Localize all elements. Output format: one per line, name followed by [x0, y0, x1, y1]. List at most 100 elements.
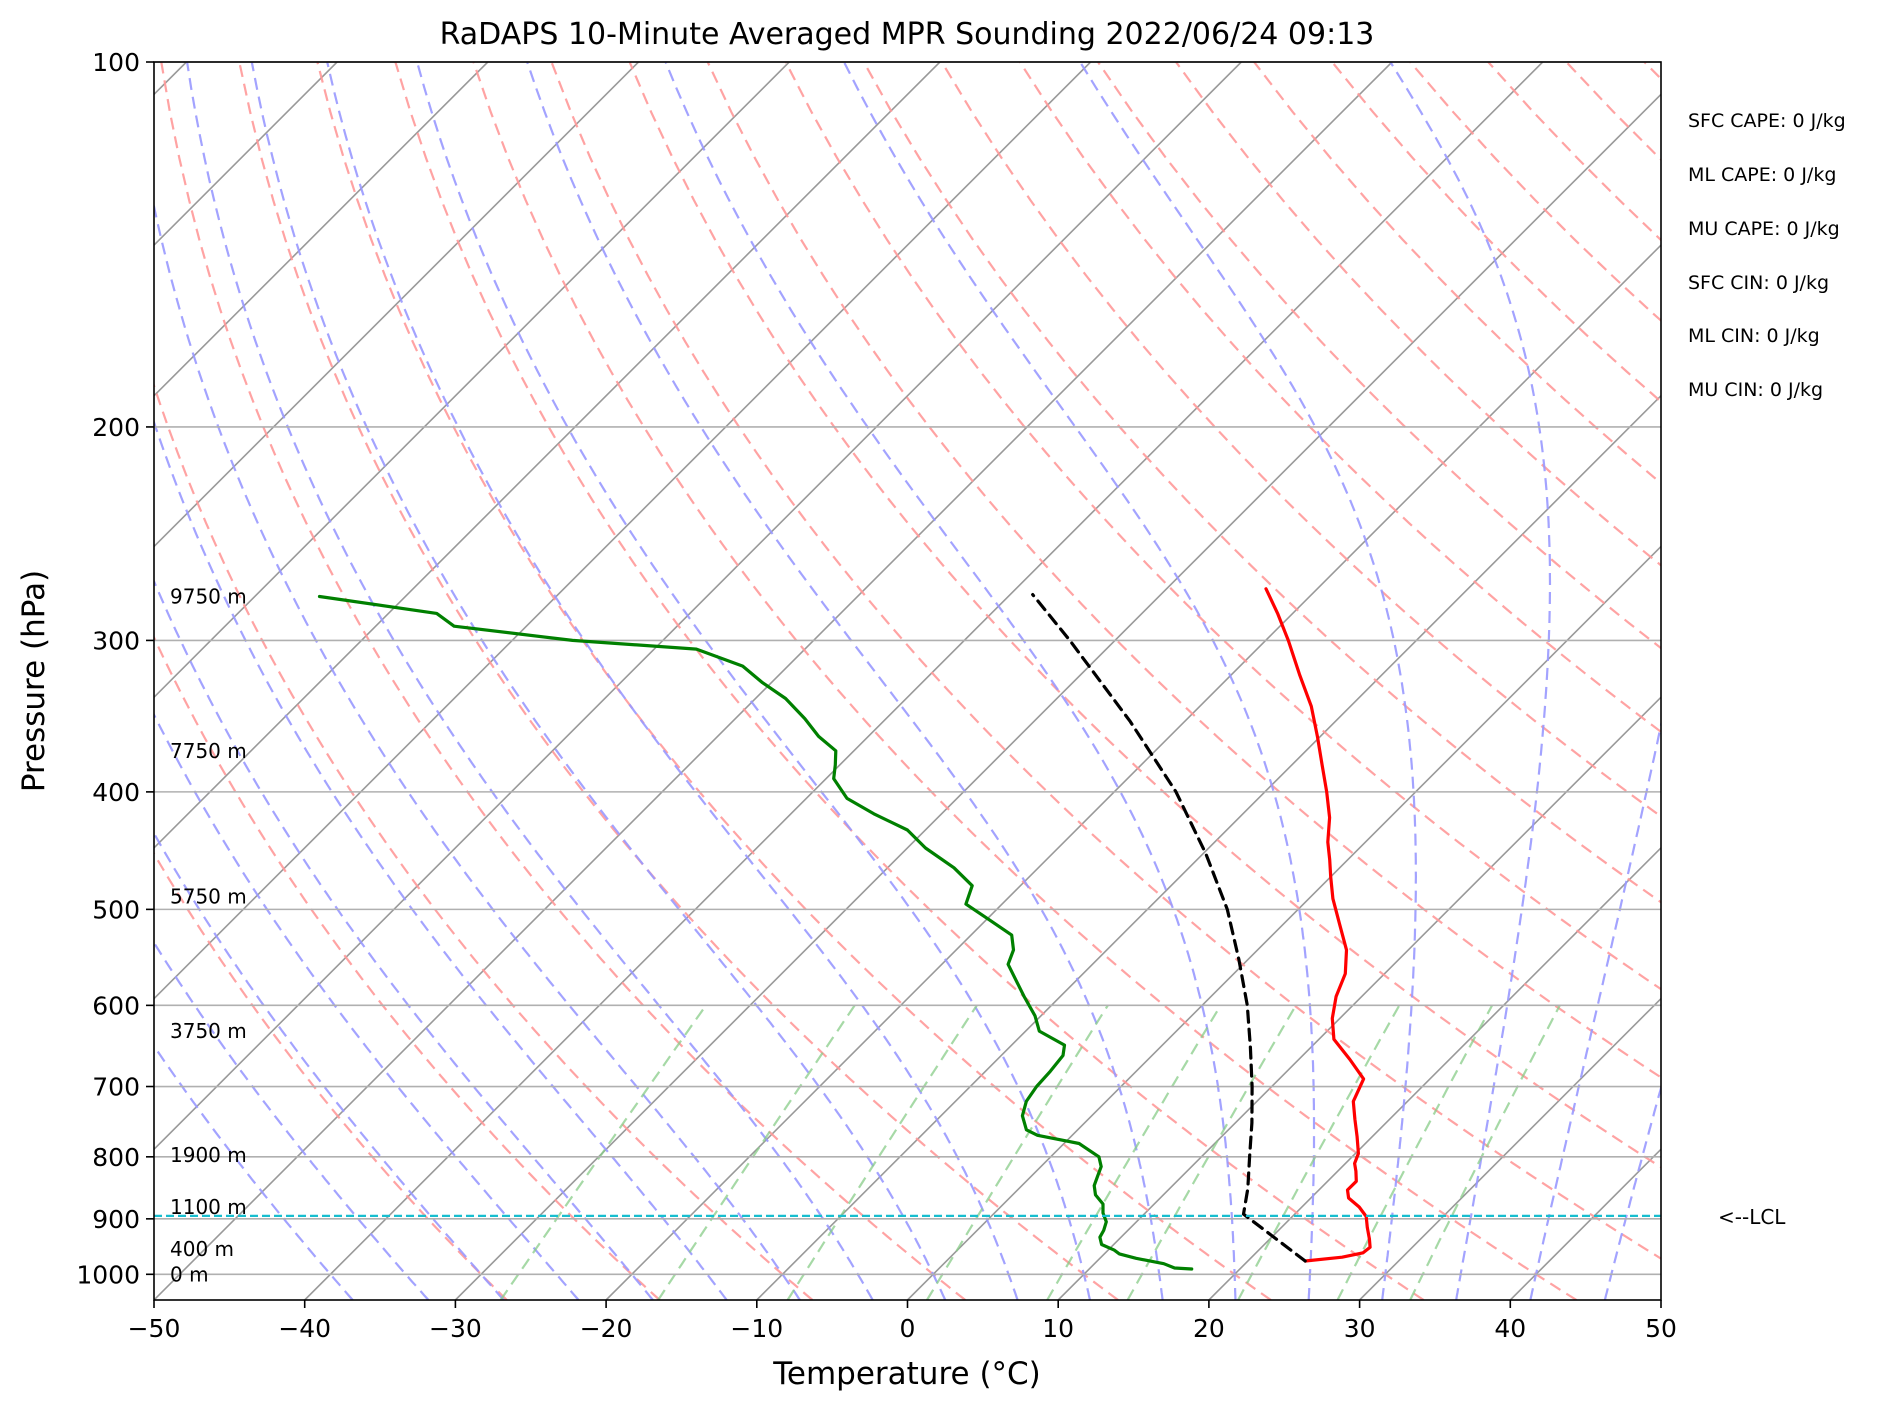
dry-adiabat-line [394, 62, 1425, 1300]
moist-adiabat-line [154, 712, 580, 1300]
x-tick-label: −20 [580, 1314, 633, 1343]
dry-adiabat-line [1487, 62, 1661, 242]
moist-adiabat-line [1680, 62, 1882, 1300]
moist-adiabat-line [154, 831, 505, 1300]
height-label: 1900 m [170, 1143, 247, 1167]
isotherm-line [154, 62, 1242, 1151]
moist-adiabat-line [326, 62, 1019, 1300]
dry-adiabat-line [1722, 62, 1882, 1300]
x-tick-label: 50 [1645, 1314, 1677, 1343]
dry-adiabat-line [862, 62, 1661, 904]
moist-adiabat-line [843, 62, 1316, 1300]
mixing-ratio-line [1336, 1004, 1494, 1300]
dry-adiabat-line [1643, 62, 1661, 81]
height-label: 1100 m [170, 1195, 247, 1219]
moist-adiabat-line [1603, 1083, 1661, 1300]
dry-adiabat-line [1331, 62, 1661, 404]
x-tick-label: 0 [900, 1314, 916, 1343]
moist-adiabat-line [186, 62, 874, 1300]
moist-adiabat-line [1079, 62, 1418, 1300]
isotherm-line [304, 62, 1544, 1300]
x-axis-label: Temperature (°C) [772, 1356, 1041, 1392]
dry-adiabat-line [154, 634, 661, 1300]
stat-mu-cape: MU CAPE: 0 J/kg [1688, 218, 1840, 240]
dry-adiabat-line [1409, 62, 1661, 323]
x-tick-label: 40 [1494, 1314, 1526, 1343]
mixing-ratio-line [926, 1004, 1109, 1300]
height-label: 0 m [170, 1262, 209, 1286]
isotherm-line [906, 545, 1661, 1300]
isotherm-line [605, 243, 1661, 1300]
moist-adiabat-line [154, 578, 654, 1300]
stat-sfc-cape: SFC CAPE: 0 J/kg [1688, 110, 1846, 132]
x-tick-label: −50 [128, 1314, 181, 1343]
x-tick-label: 20 [1193, 1314, 1225, 1343]
height-label: 7750 m [170, 739, 247, 763]
isotherm-line [154, 62, 1393, 1300]
temperature-line [1264, 587, 1372, 1263]
dry-adiabat-line [1253, 62, 1661, 485]
lcl-label: <--LCL [1718, 1205, 1786, 1229]
stat-mu-cin: MU CIN: 0 J/kg [1688, 379, 1824, 401]
y-tick-label: 300 [92, 626, 140, 655]
isotherm-line [454, 93, 1661, 1300]
dry-adiabat-line [1879, 62, 1882, 1300]
moist-adiabat-line [250, 62, 947, 1300]
isotherm-line [154, 62, 941, 850]
y-axis: 100 200 300 400 500 600 700 800 900 1000 [76, 48, 154, 1289]
height-label: 400 m [170, 1237, 234, 1261]
y-tick-label: 200 [92, 413, 140, 442]
dry-adiabat-line [160, 62, 966, 1300]
mixing-ratio-line [1237, 1004, 1401, 1300]
mixing-ratio-line [786, 1004, 978, 1300]
lcl-group: <--LCL [154, 1205, 1786, 1229]
stat-sfc-cin: SFC CIN: 0 J/kg [1688, 272, 1830, 294]
isotherm-line [1359, 997, 1661, 1300]
dry-adiabat-line [1801, 62, 1882, 1300]
isotherm-line [154, 62, 640, 548]
dry-adiabat-line [154, 382, 814, 1300]
height-label: 5750 m [170, 885, 247, 909]
stat-ml-cin: ML CIN: 0 J/kg [1688, 325, 1820, 347]
moist-adiabat-line [1389, 62, 1552, 1300]
isotherm-line [1057, 696, 1661, 1300]
series-group [317, 587, 1372, 1271]
y-tick-label: 500 [92, 895, 140, 924]
isotherm-line [154, 62, 1092, 1000]
height-label: 3750 m [170, 1019, 247, 1043]
y-tick-label: 1000 [76, 1260, 140, 1289]
x-tick-label: 30 [1344, 1314, 1376, 1343]
isotherm-line [154, 62, 790, 699]
moist-adiabat-line [416, 62, 1092, 1300]
dry-adiabat-line [472, 62, 1578, 1300]
y-tick-label: 700 [92, 1073, 140, 1102]
x-tick-label: −40 [278, 1314, 331, 1343]
moist-adiabat-line [154, 940, 430, 1300]
background-lines [154, 62, 1882, 1300]
moist-adiabat-line [526, 62, 1164, 1300]
dry-adiabat-line [1175, 62, 1661, 567]
dry-adiabat-line [1018, 62, 1661, 734]
mixing-ratio-line [1409, 1004, 1561, 1300]
dry-adiabat-line [706, 62, 1661, 1079]
y-tick-label: 400 [92, 778, 140, 807]
moist-adiabat-line [154, 1044, 354, 1300]
dry-adiabat-line [784, 62, 1661, 991]
x-tick-label: −10 [730, 1314, 783, 1343]
mixing-ratio-line [657, 1004, 856, 1300]
moist-adiabat-line [154, 201, 801, 1300]
dry-adiabat-line [1097, 62, 1661, 650]
isotherm-line [1660, 1298, 1661, 1300]
height-labels: 9750 m 7750 m 5750 m 3750 m 1900 m 1100 m 400 … [170, 585, 247, 1287]
moist-adiabat-line [1529, 720, 1661, 1300]
dry-adiabat-line [238, 62, 1119, 1300]
chart-title: RaDAPS 10-Minute Averaged MPR Sounding 2… [440, 17, 1375, 52]
stat-ml-cape: ML CAPE: 0 J/kg [1688, 164, 1837, 186]
isotherm-line [756, 394, 1661, 1300]
x-tick-label: −30 [429, 1314, 482, 1343]
x-tick-label: 10 [1042, 1314, 1074, 1343]
grid [154, 61, 1661, 1276]
dry-adiabat-line [940, 62, 1661, 818]
isotherm-line [1509, 1148, 1661, 1300]
